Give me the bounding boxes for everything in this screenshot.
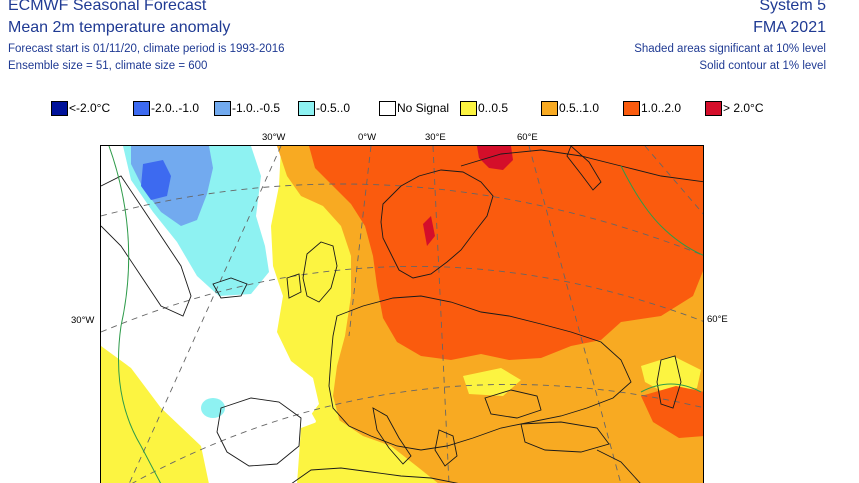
coastline-blacksea [484, 389, 542, 419]
legend-item: 0.5..1.0 [541, 100, 599, 116]
legend-item: 1.0..2.0 [623, 100, 681, 116]
lon-label-30e-top: 30°E [425, 132, 446, 143]
legend-label: > 2.0°C [723, 101, 764, 115]
legend-label: -1.0..-0.5 [232, 101, 281, 115]
coastline-novaya [566, 146, 602, 191]
contour-line [620, 165, 703, 256]
coastlines [101, 146, 703, 483]
system-label: System 5 [759, 0, 826, 14]
lon-label-60e-top: 60°E [517, 132, 538, 143]
coastline-africa [291, 467, 459, 483]
legend-item: > 2.0°C [705, 100, 764, 116]
region-yellow-south [297, 416, 438, 483]
graticule-line [644, 146, 703, 215]
map-canvas [101, 146, 703, 483]
legend-label: 1.0..2.0 [641, 101, 682, 115]
legend-swatch [379, 100, 396, 116]
legend-item: -2.0..-1.0 [133, 100, 199, 116]
coastline-greece [434, 429, 458, 467]
legend-item: 0..0.5 [460, 100, 508, 116]
coastline-iceland [212, 277, 248, 299]
coastline-middleeast [596, 449, 641, 483]
coastline-greenland [101, 175, 192, 317]
period-label: FMA 2021 [753, 19, 826, 36]
contour-line [640, 383, 702, 393]
significance-contours [108, 146, 703, 483]
contour-line [108, 146, 162, 483]
legend-swatch [623, 100, 640, 116]
lon-label-0-top: 0°W [358, 132, 377, 143]
coastline-turkey [520, 421, 610, 453]
region-darkred-north [477, 146, 513, 170]
legend-swatch [133, 100, 150, 116]
legend-label: No Signal [397, 101, 450, 115]
graticule-line [101, 266, 703, 333]
region-redorange-main [309, 146, 703, 360]
legend-swatch [51, 100, 68, 116]
coastline-ireland [286, 273, 302, 299]
legend-label: -2.0..-1.0 [151, 101, 200, 115]
legend-label: 0..0.5 [478, 101, 509, 115]
graticule [101, 146, 703, 483]
lat-label-30w-left: 30°W [71, 315, 95, 326]
shaded-note: Shaded areas significant at 10% level [634, 43, 826, 55]
coastline-iberia [216, 397, 302, 467]
graticule-line [131, 383, 703, 483]
legend-swatch [460, 100, 477, 116]
graticule-line [128, 146, 282, 483]
coastline-britain [302, 241, 338, 303]
graticule-line [432, 146, 450, 483]
graticule-line [348, 146, 372, 337]
region-blue-core [141, 160, 171, 200]
legend-item: <-2.0°C [51, 100, 110, 116]
forecast-start-text: Forecast start is 01/11/20, climate peri… [8, 43, 285, 55]
coastline-europe [328, 295, 632, 451]
legend-item: No Signal [379, 100, 449, 116]
chart-subtitle: Mean 2m temperature anomaly [8, 19, 231, 36]
lat-label-60e-right: 60°E [707, 314, 728, 325]
region-darkred-scandinavia [423, 216, 435, 246]
legend-swatch [705, 100, 722, 116]
region-yellow-east [641, 356, 701, 392]
solid-contour-note: Solid contour at 1% level [699, 60, 826, 72]
region-yellow-mid [463, 368, 521, 396]
ensemble-size-text: Ensemble size = 51, climate size = 600 [8, 60, 208, 72]
coastline-scandinavia [380, 169, 494, 279]
legend-swatch [298, 100, 315, 116]
region-cyan-spot [201, 398, 225, 418]
chart-title: ECMWF Seasonal Forecast [8, 0, 207, 14]
coastline-italy [372, 407, 412, 465]
legend-swatch [214, 100, 231, 116]
legend-item: -0.5..0 [298, 100, 350, 116]
coastline-caspian [656, 355, 682, 409]
legend-label: <-2.0°C [69, 101, 111, 115]
anomaly-map [100, 145, 704, 483]
legend-label: 0.5..1.0 [559, 101, 600, 115]
graticule-line [528, 146, 622, 483]
legend-label: -0.5..0 [316, 101, 351, 115]
legend-item: -1.0..-0.5 [214, 100, 280, 116]
region-redorange-se [641, 386, 703, 438]
legend-swatch [541, 100, 558, 116]
coastline-arctic [460, 149, 703, 183]
lon-label-30w-top: 30°W [262, 132, 286, 143]
